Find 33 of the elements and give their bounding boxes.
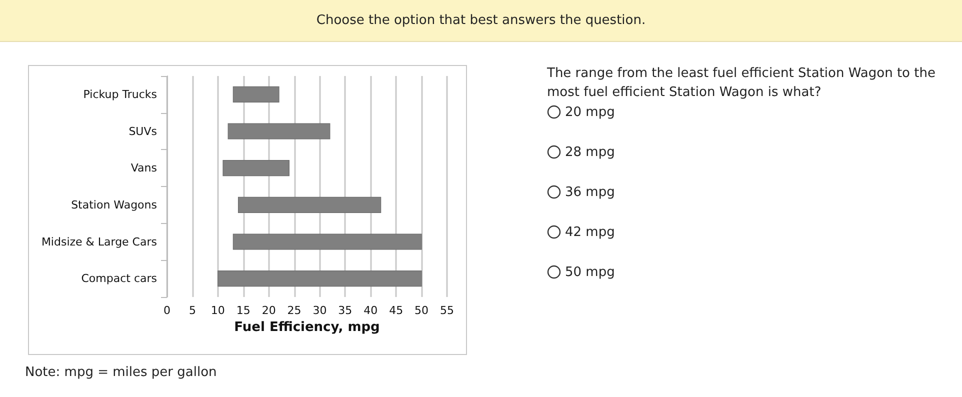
y-tick-label: Vans: [130, 162, 158, 175]
x-tick-label: 15: [236, 304, 250, 317]
text: 42 mpg: [565, 224, 615, 240]
y-tick-label: Station Wagons: [71, 198, 158, 212]
x-tick-label: 25: [287, 304, 302, 317]
text: Note: mpg = miles per gallon: [25, 365, 217, 380]
bar: [228, 123, 330, 140]
text: 20 mpg: [565, 104, 615, 120]
text: The range from the least fuel efficient Station Wagon to the most fuel efficient Station Wagon is what?: [547, 65, 936, 102]
x-tick-label: 0: [164, 304, 170, 317]
x-tick-label: 20: [262, 304, 276, 317]
y-tick-label: Midsize & Large Cars: [41, 235, 158, 248]
x-tick-label: 5: [188, 304, 196, 317]
bar: [232, 234, 422, 250]
bar: [238, 196, 382, 213]
bar: [222, 160, 290, 176]
text: 50 mpg: [565, 264, 615, 280]
x-tick-label: 55: [440, 304, 454, 317]
x-tick-label: 50: [414, 304, 429, 317]
bar: [218, 270, 422, 287]
x-tick-label: 10: [210, 304, 225, 317]
x-tick-label: 40: [364, 304, 378, 317]
text: 36 mpg: [565, 184, 615, 200]
bar: [232, 86, 280, 102]
y-tick-label: SUVs: [128, 124, 158, 138]
x-tick-label: 45: [389, 304, 404, 317]
x-axis-title: Fuel Efficiency, mpg: [234, 320, 380, 335]
x-tick-label: 35: [338, 304, 352, 317]
text: Choose the option that best answers the question.: [0, 0, 962, 42]
x-tick-label: 30: [312, 304, 327, 317]
y-tick-label: Pickup Trucks: [83, 88, 158, 101]
text: 28 mpg: [565, 144, 615, 160]
y-tick-label: Compact cars: [81, 272, 158, 286]
